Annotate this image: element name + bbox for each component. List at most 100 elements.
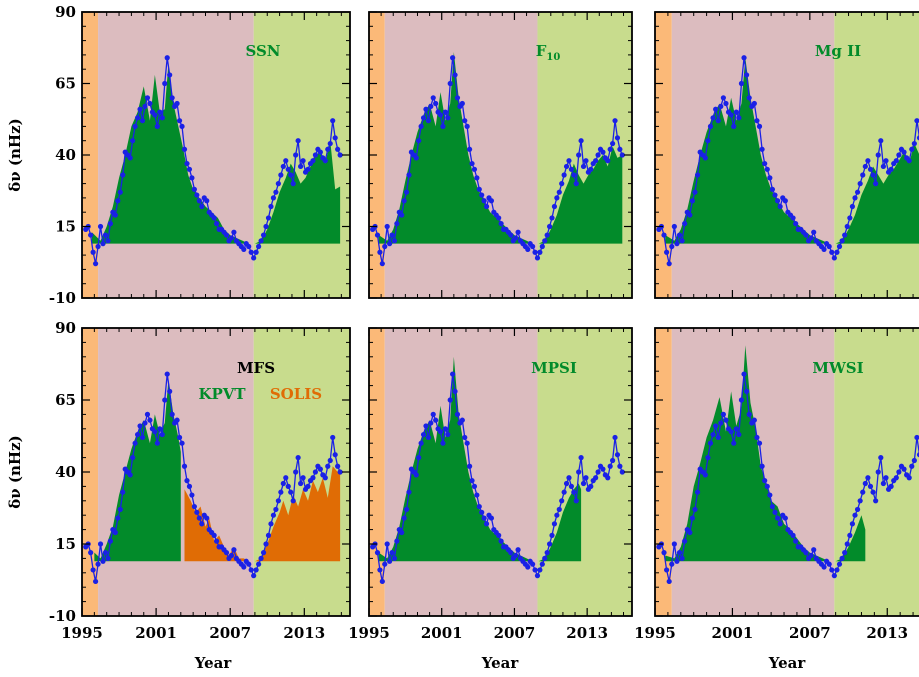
- frequency-shift-point: [105, 555, 111, 562]
- frequency-shift-point: [107, 538, 114, 544]
- x-axis-title-3: Year: [768, 654, 807, 672]
- frequency-shift-point: [288, 172, 294, 178]
- frequency-shift-point: [571, 489, 577, 495]
- frequency-shift-point: [214, 221, 220, 227]
- frequency-shift-point: [335, 463, 341, 469]
- frequency-shift-point: [283, 475, 289, 481]
- y-tick-label: -10: [49, 607, 76, 625]
- frequency-shift-point: [420, 431, 427, 438]
- frequency-shift-point: [865, 475, 871, 481]
- frequency-shift-point: [600, 466, 606, 472]
- frequency-shift-point: [914, 118, 919, 124]
- y-tick-label: 90: [55, 3, 76, 21]
- frequency-shift-point: [911, 140, 917, 147]
- frequency-shift-point: [403, 189, 410, 195]
- frequency-shift-point: [167, 72, 173, 78]
- frequency-shift-point: [112, 529, 118, 536]
- frequency-shift-point: [751, 417, 757, 423]
- frequency-shift-point: [154, 440, 160, 446]
- frequency-shift-point: [95, 561, 101, 567]
- frequency-shift-point: [280, 163, 286, 170]
- frequency-shift-point: [756, 440, 763, 446]
- panel-sublabel-kpvt: KPVT: [198, 385, 246, 403]
- frequency-shift-point: [839, 238, 845, 244]
- frequency-shift-point: [184, 478, 190, 484]
- frequency-shift-point: [117, 189, 123, 195]
- frequency-shift-point: [687, 212, 693, 218]
- frequency-shift-point: [713, 106, 719, 112]
- frequency-shift-point: [534, 573, 541, 579]
- frequency-shift-point: [147, 417, 153, 423]
- frequency-shift-point: [406, 489, 412, 495]
- frequency-shift-point: [914, 434, 919, 441]
- panel-6: 1995 2001 2007 2013 MWSI: [634, 327, 919, 642]
- y-axis-title-bottom: δν (nHz): [6, 435, 24, 508]
- frequency-shift-point: [530, 243, 536, 250]
- frequency-shift-point: [906, 475, 912, 481]
- phase-band-3: [537, 12, 632, 298]
- frequency-shift-point: [184, 160, 190, 167]
- frequency-shift-point: [854, 506, 861, 513]
- frequency-shift-point: [718, 420, 724, 426]
- frequency-shift-point: [674, 241, 680, 247]
- frequency-shift-point: [710, 431, 716, 438]
- frequency-shift-point: [875, 469, 881, 475]
- frequency-shift-point: [107, 221, 114, 227]
- frequency-shift-point: [916, 452, 919, 458]
- frequency-shift-point: [275, 181, 281, 187]
- frequency-shift-point: [105, 238, 111, 244]
- frequency-shift-point: [204, 198, 210, 204]
- frequency-shift-point: [418, 440, 424, 446]
- frequency-shift-point: [834, 249, 840, 255]
- frequency-shift-point: [442, 109, 448, 115]
- frequency-shift-point: [542, 238, 548, 244]
- y-tick-label: 40: [55, 146, 76, 164]
- frequency-shift-point: [137, 106, 143, 112]
- y-tick-label: 65: [55, 391, 76, 409]
- frequency-shift-point: [556, 189, 562, 195]
- frequency-shift-point: [723, 417, 729, 423]
- frequency-shift-point: [718, 103, 724, 109]
- frequency-shift-point: [263, 223, 269, 230]
- frequency-shift-point: [676, 550, 683, 556]
- frequency-shift-point: [379, 261, 385, 267]
- frequency-shift-point: [744, 388, 750, 394]
- frequency-shift-point: [826, 561, 832, 567]
- frequency-shift-point: [134, 431, 141, 438]
- phase-band-3: [537, 328, 632, 616]
- frequency-shift-point: [873, 498, 879, 504]
- frequency-shift-point: [479, 509, 485, 515]
- frequency-shift-point: [911, 457, 917, 464]
- frequency-shift-point: [731, 440, 737, 446]
- frequency-shift-point: [488, 515, 495, 521]
- frequency-shift-point: [901, 466, 907, 472]
- frequency-shift-point: [471, 483, 478, 489]
- frequency-shift-point: [297, 163, 304, 170]
- x-tick-label: 2001: [421, 624, 463, 642]
- frequency-shift-point: [263, 541, 269, 547]
- frequency-shift-point: [614, 135, 621, 141]
- frequency-shift-point: [425, 434, 431, 441]
- frequency-shift-point: [880, 163, 886, 170]
- frequency-shift-point: [849, 203, 856, 210]
- frequency-shift-point: [498, 538, 504, 544]
- frequency-shift-point: [573, 498, 579, 504]
- frequency-shift-point: [515, 547, 521, 553]
- panel-label: MPSI: [531, 359, 577, 377]
- frequency-shift-point: [159, 115, 165, 121]
- frequency-shift-point: [251, 255, 257, 261]
- frequency-shift-point: [554, 195, 560, 201]
- frequency-shift-point: [181, 463, 188, 469]
- frequency-shift-point: [617, 146, 623, 152]
- frequency-shift-point: [445, 431, 451, 438]
- frequency-shift-point: [399, 529, 405, 536]
- frequency-shift-point: [268, 203, 274, 210]
- frequency-shift-point: [278, 172, 284, 178]
- frequency-shift-point: [568, 483, 575, 489]
- frequency-shift-point: [115, 198, 121, 204]
- frequency-shift-point: [762, 478, 768, 484]
- frequency-shift-point: [821, 564, 827, 570]
- frequency-shift-point: [561, 489, 567, 495]
- frequency-shift-point: [744, 72, 750, 78]
